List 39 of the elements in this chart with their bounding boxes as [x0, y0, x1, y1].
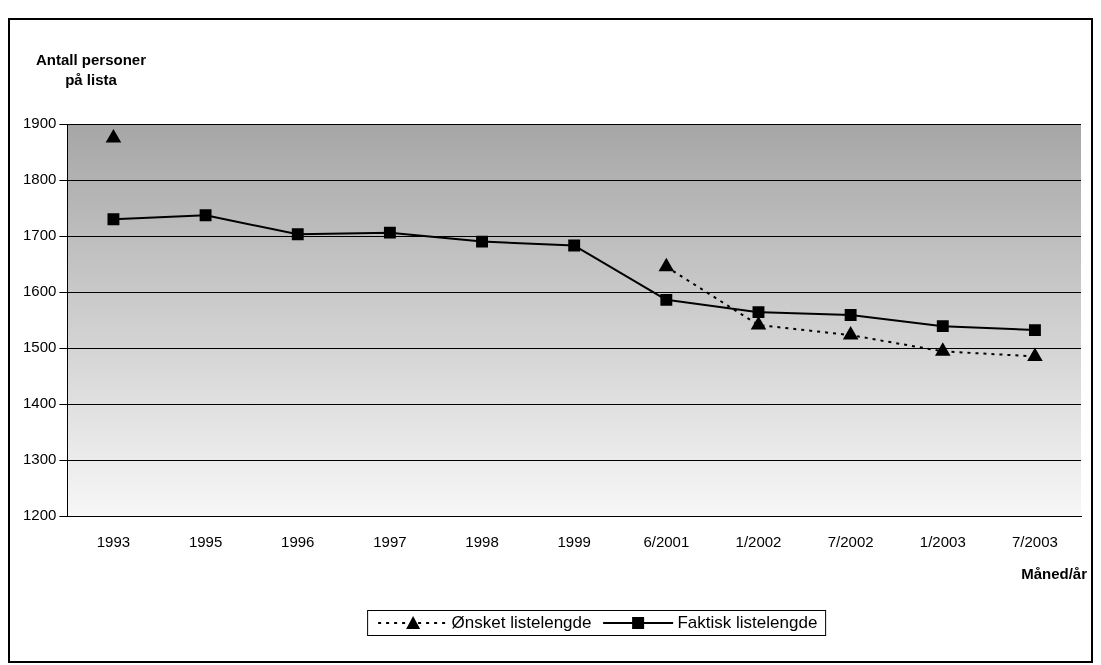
- point: [844, 309, 857, 321]
- x-tick-label: 1/2003: [919, 533, 966, 551]
- x-tick-label: 7/2003: [1011, 533, 1058, 551]
- legend-label: Ønsket listelengde: [451, 613, 592, 633]
- y-tick-label: 1700: [22, 226, 57, 244]
- y-tick-label: 1900: [22, 114, 57, 132]
- y-tick-label: 1600: [22, 282, 57, 300]
- x-axis-title: Måned/år: [1021, 565, 1087, 582]
- x-tick-label: 1996: [281, 533, 315, 551]
- point: [1027, 348, 1042, 361]
- y-axis-title: Antall personer på lista: [36, 50, 147, 90]
- point: [936, 320, 949, 333]
- point: [1028, 324, 1041, 337]
- y-tick-label: 1200: [22, 506, 57, 524]
- point: [383, 226, 396, 239]
- x-tick-label: 6/2001: [643, 533, 690, 551]
- legend-label: Faktisk listelengde: [677, 613, 818, 633]
- x-tick-label: 1995: [188, 533, 223, 551]
- y-tick-label: 1400: [22, 394, 57, 412]
- point: [291, 228, 304, 241]
- x-tick-label: 1997: [373, 533, 407, 551]
- point: [660, 293, 673, 306]
- point: [476, 235, 488, 248]
- x-tick-label: 1998: [465, 533, 499, 551]
- y-tick-label: 1300: [22, 450, 57, 468]
- x-tick-label: 1999: [557, 533, 591, 551]
- x-tick-label: 7/2002: [827, 533, 874, 551]
- point: [843, 327, 858, 340]
- y-tick-label: 1500: [22, 338, 57, 356]
- point: [752, 306, 765, 319]
- x-tick-label: 1993: [96, 533, 131, 551]
- point: [659, 258, 674, 272]
- point: [568, 239, 581, 252]
- x-tick-label: 1/2002: [735, 533, 782, 551]
- point: [935, 343, 950, 356]
- y-tick-label: 1800: [22, 170, 57, 188]
- point: [199, 209, 212, 222]
- point: [107, 213, 120, 226]
- point: [751, 317, 766, 330]
